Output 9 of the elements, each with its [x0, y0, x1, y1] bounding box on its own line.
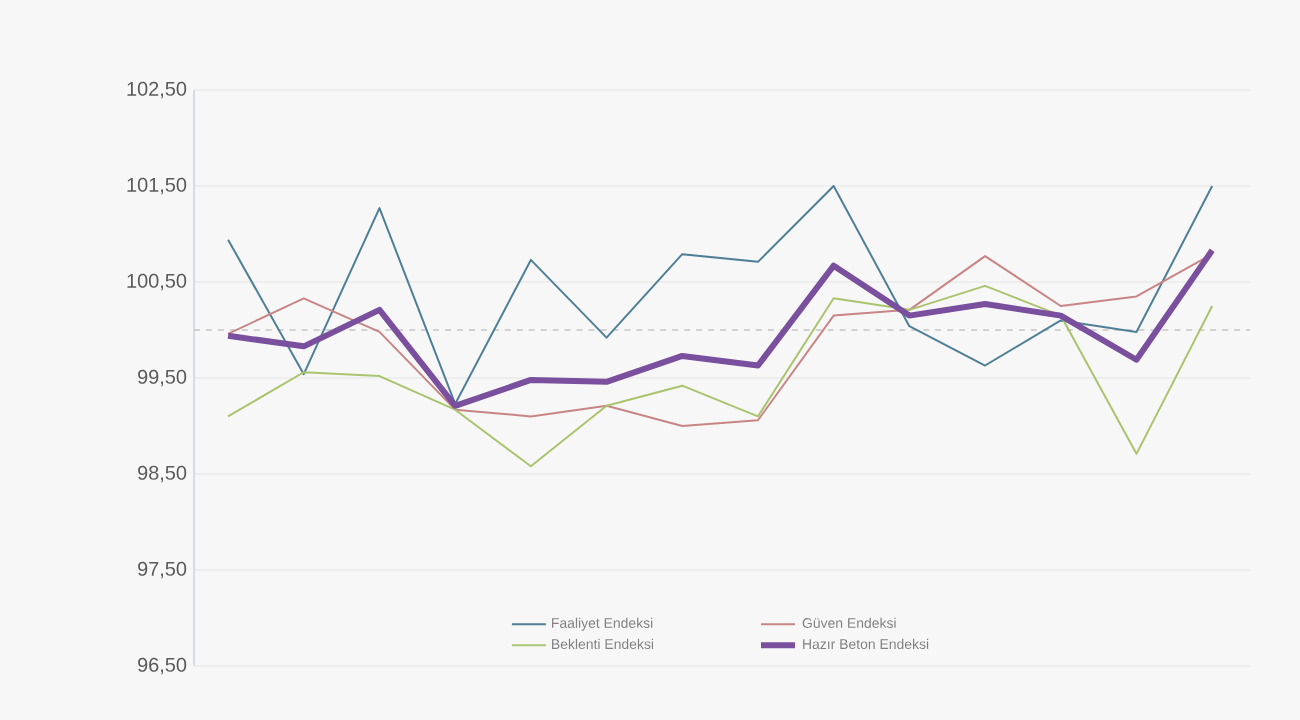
y-tick-label: 101,50	[127, 177, 187, 195]
y-tick-label: 99,50	[138, 369, 187, 387]
line-series	[227, 185, 1214, 405]
line-series	[227, 284, 1214, 468]
y-tick-label: 98,50	[138, 465, 187, 483]
y-tick-label: 96,50	[138, 657, 187, 675]
y-tick-label: 102,50	[127, 81, 187, 99]
y-tick-label: 97,50	[138, 561, 187, 579]
y-tick-label: 100,50	[127, 273, 187, 291]
